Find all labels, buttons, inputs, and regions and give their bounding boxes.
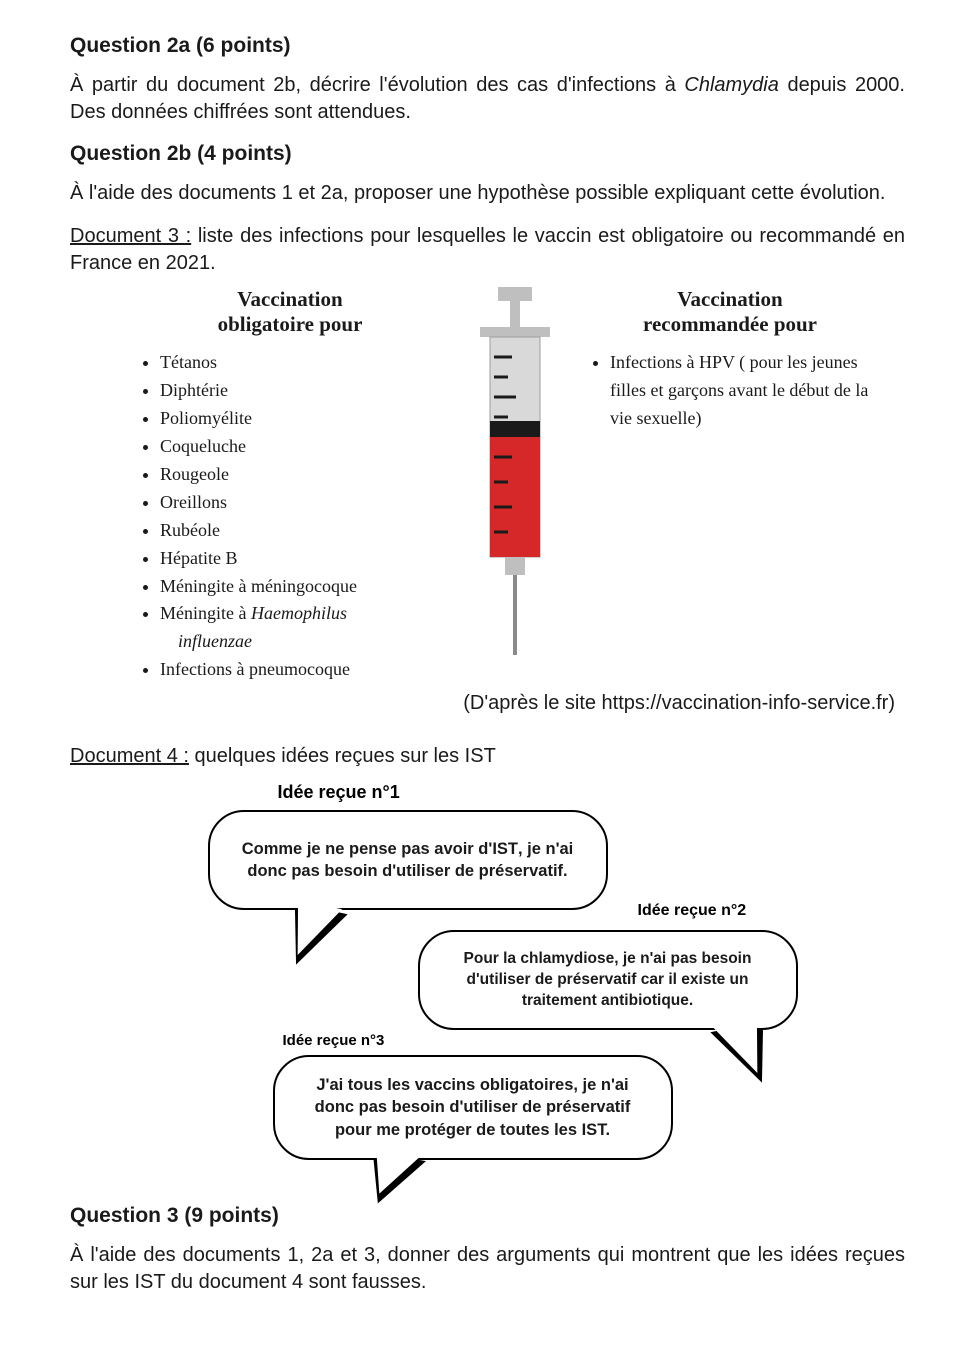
vaccination-recommended-column: Vaccination recommandée pour Infections … [590,287,870,433]
q2a-body-em: Chlamydia [684,74,778,96]
question-2a-title: Question 2a (6 points) [70,34,905,58]
document-4-label: Document 4 : [70,745,189,767]
b1-pre: Comme je ne pense pas avoir d' [242,840,493,858]
mandatory-hi-pre: Méningite à [160,603,251,623]
mandatory-item: Tétanos [160,349,440,377]
document-4-intro: Document 4 : quelques idées reçues sur l… [70,743,905,770]
b1-strong: IST [492,840,518,858]
mandatory-title-l2: obligatoire pour [218,312,363,336]
idea-label-3: Idée reçue n°3 [283,1032,385,1049]
idea-label-1: Idée reçue n°1 [278,782,400,803]
recommended-item: Infections à HPV ( pour les jeunes fille… [610,349,870,433]
mandatory-title: Vaccination obligatoire pour [140,287,440,337]
mandatory-list: Tétanos Diphtérie Poliomyélite Coqueluch… [140,349,440,684]
document-4-intro-rest: quelques idées reçues sur les IST [189,745,496,767]
vaccination-mandatory-column: Vaccination obligatoire pour Tétanos Dip… [70,287,440,684]
idea-bubble-1: Comme je ne pense pas avoir d'IST, je n'… [208,810,608,910]
mandatory-item: Oreillons [160,489,440,517]
document-4-figure: Idée reçue n°1 Idée reçue n°2 Idée reçue… [168,780,808,1190]
idea-label-2: Idée reçue n°2 [638,902,747,920]
document-3-intro-rest: liste des infections pour lesquelles le … [70,225,905,274]
idea-bubble-3: J'ai tous les vaccins obligatoires, je n… [273,1055,673,1160]
recommended-title: Vaccination recommandée pour [590,287,870,337]
mandatory-item: Diphtérie [160,377,440,405]
speech-tail-fill [368,1148,420,1199]
idea-bubble-2-text: Pour la chlamydiose, je n'ai pas besoin … [440,949,776,1012]
mandatory-item: Rougeole [160,461,440,489]
mandatory-item: Poliomyélite [160,405,440,433]
mandatory-item: Infections à pneumocoque [160,656,440,684]
recommended-title-l2: recommandée pour [643,312,817,336]
question-2b-title: Question 2b (4 points) [70,142,905,166]
mandatory-item-haemophilus: Méningite à Haemophilus influenzae [160,600,440,656]
question-2a-body: À partir du document 2b, décrire l'évolu… [70,72,905,126]
document-3-figure: Vaccination obligatoire pour Tétanos Dip… [70,287,905,684]
document-3-source: (D'après le site https://vaccination-inf… [70,692,905,715]
exam-page: Question 2a (6 points) À partir du docum… [0,0,965,1361]
mandatory-item: Hépatite B [160,545,440,573]
idea-bubble-1-text: Comme je ne pense pas avoir d'IST, je n'… [230,838,586,883]
syringe-icon [450,287,580,667]
mandatory-item: Rubéole [160,517,440,545]
document-3-label: Document 3 : [70,225,191,247]
idea-bubble-3-text: J'ai tous les vaccins obligatoires, je n… [295,1074,651,1141]
mandatory-hi-em: Haemophilus [251,603,347,623]
document-3-intro: Document 3 : liste des infections pour l… [70,223,905,277]
question-3-title: Question 3 (9 points) [70,1204,905,1228]
question-3-body: À l'aide des documents 1, 2a et 3, donne… [70,1242,905,1296]
mandatory-item: Méningite à méningocoque [160,573,440,601]
mandatory-item: Coqueluche [160,433,440,461]
recommended-title-l1: Vaccination [677,287,782,311]
mandatory-title-l1: Vaccination [237,287,342,311]
q2a-body-pre: À partir du document 2b, décrire l'évolu… [70,74,684,96]
recommended-list: Infections à HPV ( pour les jeunes fille… [590,349,870,433]
idea-bubble-2: Pour la chlamydiose, je n'ai pas besoin … [418,930,798,1030]
mandatory-hi-sub: influenzae [160,628,440,656]
question-2b-body: À l'aide des documents 1 et 2a, proposer… [70,180,905,207]
spacer [70,715,905,743]
syringe-column [440,287,590,667]
